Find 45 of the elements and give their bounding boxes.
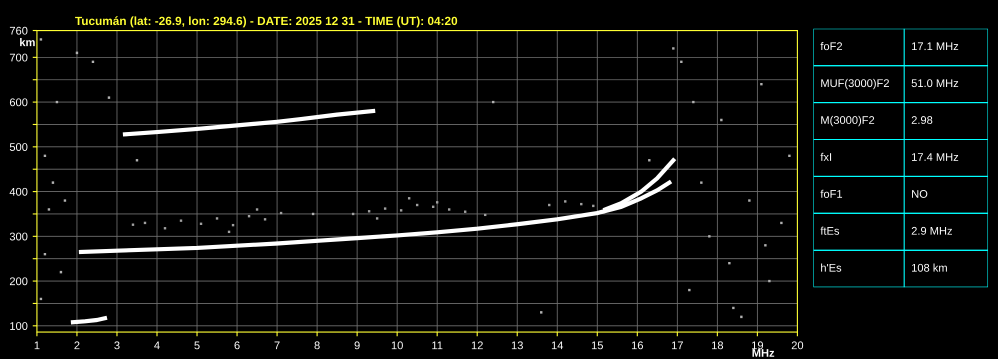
- y-tick-label: 500: [10, 143, 28, 151]
- text: ftEs: [820, 226, 840, 235]
- text: M(3000)F2: [821, 116, 874, 126]
- text: fxI: [820, 152, 832, 161]
- y-axis-title: km: [20, 38, 35, 46]
- text: foF1: [820, 190, 842, 198]
- x-tick-label: 9: [354, 341, 360, 350]
- text: 17.4 MHz: [912, 153, 958, 161]
- x-tick-label: 12: [472, 341, 483, 350]
- text: 2.9 MHz: [912, 226, 952, 235]
- text: 17.1 MHz: [912, 42, 958, 50]
- y-tick-label: 100: [10, 322, 28, 330]
- x-tick-label: 6: [234, 341, 240, 350]
- x-tick-label: 3: [114, 341, 120, 350]
- x-tick-label: 8: [314, 341, 320, 350]
- x-tick-label: 14: [552, 342, 564, 350]
- x-tick-label: 16: [632, 341, 643, 350]
- x-tick-label: 18: [712, 341, 724, 350]
- y-tick-label: 600: [10, 98, 28, 106]
- y-tick-label: 700: [10, 54, 28, 62]
- y-tick-label: 760: [10, 26, 28, 35]
- x-tick-label: 17: [672, 342, 683, 350]
- x-tick-label: 7: [274, 342, 280, 350]
- text: 108 km: [912, 264, 947, 272]
- text: 2.98: [912, 116, 932, 124]
- x-tick-label: 1: [34, 342, 40, 350]
- x-axis-title: MHz: [752, 349, 774, 357]
- x-tick-label: 5: [194, 342, 200, 350]
- y-tick-label: 300: [10, 232, 28, 240]
- x-tick-label: 11: [432, 342, 442, 350]
- y-tick-label: 400: [10, 188, 28, 196]
- x-tick-label: 20: [792, 341, 804, 350]
- x-tick-label: 13: [512, 341, 523, 350]
- x-tick-label: 4: [154, 342, 160, 350]
- text: h'Es: [821, 264, 842, 272]
- text: MUF(3000)F2: [821, 78, 889, 90]
- text: NO: [912, 190, 928, 198]
- y-tick-label: 200: [10, 277, 28, 286]
- text: 51.0 MHz: [912, 79, 958, 88]
- x-tick-label: 19: [752, 341, 764, 350]
- chart-title: Tucumán (lat: -26.9, lon: 294.6) - DATE: 2025 12 31 - TIME (UT): 04:20: [75, 16, 458, 28]
- x-tick-label: 10: [392, 341, 403, 350]
- text: foF2: [820, 42, 842, 50]
- x-tick-label: 15: [592, 342, 603, 350]
- x-tick-label: 2: [74, 341, 80, 350]
